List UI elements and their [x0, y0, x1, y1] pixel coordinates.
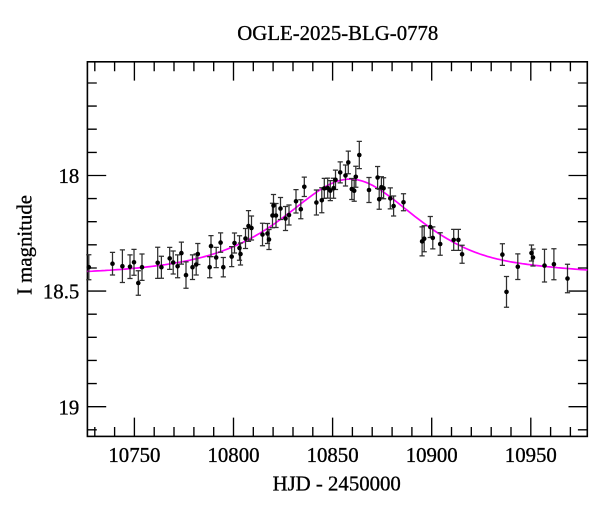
svg-text:10800: 10800 [208, 444, 260, 467]
svg-text:HJD - 2450000: HJD - 2450000 [273, 473, 401, 496]
svg-text:I magnitude: I magnitude [14, 195, 37, 295]
svg-text:18.5: 18.5 [43, 281, 79, 304]
svg-text:10750: 10750 [108, 444, 160, 467]
svg-text:10950: 10950 [505, 444, 557, 467]
svg-text:OGLE-2025-BLG-0778: OGLE-2025-BLG-0778 [237, 22, 438, 45]
svg-text:18: 18 [59, 165, 80, 188]
svg-text:10900: 10900 [406, 444, 458, 467]
svg-text:10850: 10850 [307, 444, 359, 467]
svg-text:19: 19 [59, 396, 80, 419]
